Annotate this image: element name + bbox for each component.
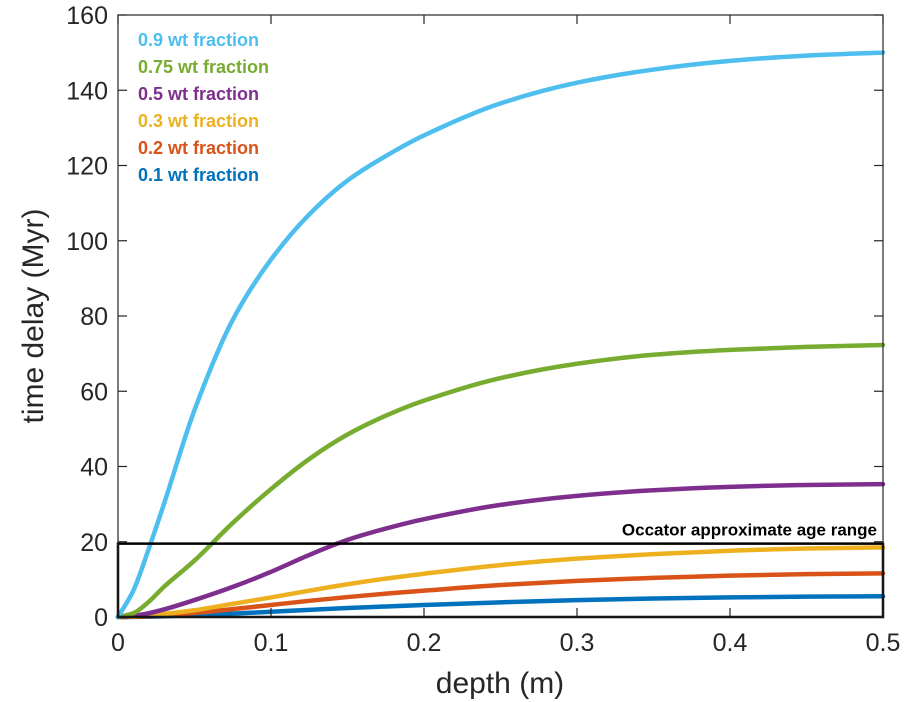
legend-item-5: 0.1 wt fraction: [138, 165, 259, 185]
legend: 0.9 wt fraction 0.75 wt fraction 0.5 wt fr…: [138, 30, 269, 185]
x-tick-label: 0.3: [560, 629, 595, 657]
x-tick-label: 0.4: [713, 629, 748, 657]
series-line-0: [115, 50, 886, 620]
y-tick-label: 40: [80, 454, 108, 482]
x-tick-label: 0.5: [866, 629, 901, 657]
legend-item-1: 0.75 wt fraction: [138, 57, 269, 77]
series-line-3: [115, 545, 886, 620]
y-axis-label: time delay (Myr): [17, 208, 50, 423]
y-tick-label: 0: [94, 604, 108, 632]
y-tick-label: 120: [66, 153, 108, 181]
occator-age-range-label: Occator approximate age range: [622, 521, 877, 540]
y-tick-label: 140: [66, 77, 108, 105]
legend-item-2: 0.5 wt fraction: [138, 84, 259, 104]
y-tick-label: 80: [80, 303, 108, 331]
x-tick-label: 0: [111, 629, 125, 657]
series-line-2: [115, 481, 886, 620]
ticks-layer: 0 0.1 0.2 0.3 0.4 0.5 0 20 40 60 80 100 120 140 160: [66, 2, 900, 657]
y-tick-label: 100: [66, 228, 108, 256]
series-line-1: [115, 342, 886, 620]
x-tick-label: 0.2: [407, 629, 442, 657]
legend-item-0: 0.9 wt fraction: [138, 30, 259, 50]
y-tick-label: 20: [80, 529, 108, 557]
y-tick-label: 160: [66, 2, 108, 30]
legend-item-4: 0.2 wt fraction: [138, 138, 259, 158]
x-axis-label: depth (m): [436, 667, 564, 700]
y-tick-label: 60: [80, 378, 108, 406]
x-tick-label: 0.1: [254, 629, 289, 657]
legend-item-3: 0.3 wt fraction: [138, 111, 259, 131]
plot-background: [118, 15, 883, 617]
